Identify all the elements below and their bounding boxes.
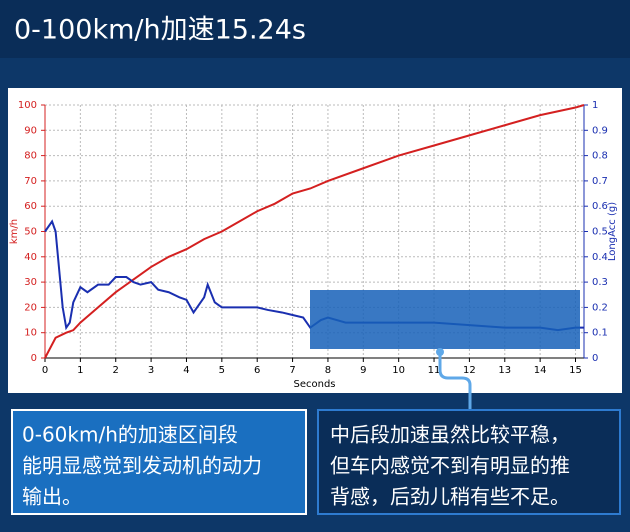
y-tick-label: 50 xyxy=(24,227,37,238)
x-tick-label: 7 xyxy=(289,365,295,376)
note-right-line: 但车内感觉不到有明显的推 xyxy=(330,454,570,478)
x-tick-label: 10 xyxy=(392,365,405,376)
y-axis-label: km/h xyxy=(9,219,20,244)
connector-dot xyxy=(436,348,444,356)
y2-tick-label: 0.2 xyxy=(592,302,608,313)
y-tick-label: 100 xyxy=(18,100,37,111)
highlight-box xyxy=(310,290,580,349)
connector xyxy=(438,352,472,412)
y2-tick-label: 0 xyxy=(592,353,598,364)
note-left-line: 输出。 xyxy=(22,485,82,509)
y2-tick-label: 0.9 xyxy=(592,125,608,136)
x-tick-label: 6 xyxy=(254,365,260,376)
x-tick-label: 14 xyxy=(534,365,547,376)
note-left-line: 0-60km/h的加速区间段 xyxy=(22,423,238,447)
y2-tick-label: 0.5 xyxy=(592,227,608,238)
x-tick-label: 3 xyxy=(148,365,154,376)
x-tick-label: 13 xyxy=(498,365,511,376)
header-band xyxy=(0,0,630,58)
y-tick-label: 40 xyxy=(24,252,37,263)
x-tick-label: 8 xyxy=(325,365,331,376)
y-tick-label: 10 xyxy=(24,328,37,339)
x-tick-label: 11 xyxy=(428,365,441,376)
x-tick-label: 15 xyxy=(569,365,582,376)
x-tick-label: 12 xyxy=(463,365,476,376)
y-tick-label: 30 xyxy=(24,277,37,288)
y-tick-label: 90 xyxy=(24,125,37,136)
y-tick-label: 70 xyxy=(24,176,37,187)
note-left-line: 能明显感觉到发动机的动力 xyxy=(22,454,262,478)
header-title: 0-100km/h加速15.24s xyxy=(14,15,306,46)
x-tick-label: 4 xyxy=(183,365,189,376)
y2-tick-label: 0.8 xyxy=(592,151,608,162)
y2-axis-label: LongAcc (g) xyxy=(607,202,618,261)
x-tick-label: 0 xyxy=(42,365,48,376)
note-right-line: 背感，后劲儿稍有些不足。 xyxy=(330,485,570,509)
x-tick-label: 9 xyxy=(360,365,366,376)
y2-tick-label: 0.3 xyxy=(592,277,608,288)
x-tick-label: 1 xyxy=(77,365,83,376)
y2-tick-label: 0.4 xyxy=(592,252,608,263)
y2-tick-label: 1 xyxy=(592,100,598,111)
y2-tick-label: 0.7 xyxy=(592,176,608,187)
y-tick-label: 60 xyxy=(24,201,37,212)
x-tick-label: 5 xyxy=(219,365,225,376)
y-tick-label: 80 xyxy=(24,151,37,162)
y-tick-label: 0 xyxy=(31,353,37,364)
series-line xyxy=(44,104,585,359)
y-tick-label: 20 xyxy=(24,302,37,313)
note-right-line: 中后段加速虽然比较平稳， xyxy=(330,423,570,447)
note-left-box xyxy=(11,409,307,515)
x-axis-label: Seconds xyxy=(293,379,335,390)
note-right-box xyxy=(317,409,621,515)
y2-tick-label: 0.1 xyxy=(592,328,608,339)
x-tick-label: 2 xyxy=(113,365,119,376)
y2-tick-label: 0.6 xyxy=(592,201,608,212)
